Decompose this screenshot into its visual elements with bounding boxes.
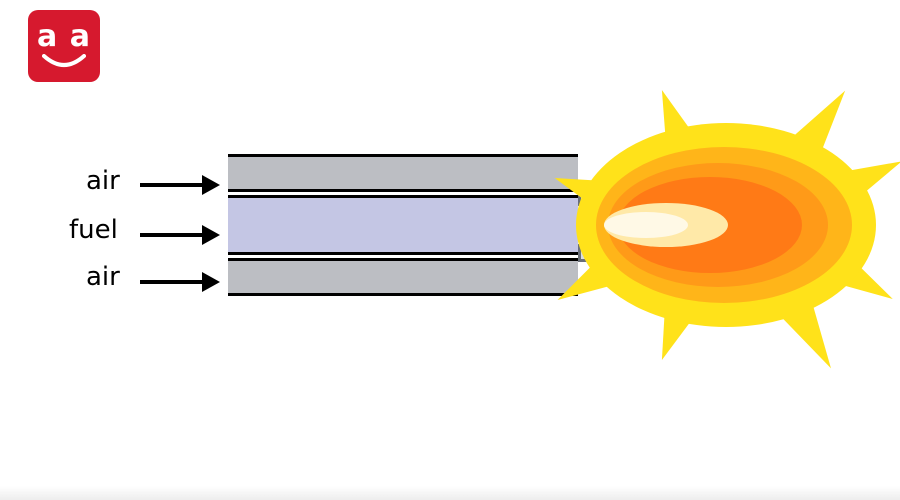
air-bot-channel [228, 258, 578, 296]
arrow-fuel [140, 225, 220, 245]
arrow-air-bot [140, 272, 220, 292]
fuel-channel [228, 195, 578, 255]
flame [606, 225, 607, 226]
flame-layer-core2 [604, 212, 688, 238]
edge-shadow [0, 486, 900, 500]
label-air-top: air [86, 166, 120, 196]
label-fuel: fuel [69, 215, 118, 245]
arrow-air-top [140, 175, 220, 195]
air-top-channel [228, 154, 578, 192]
diagram-stage: air fuel air [0, 0, 900, 500]
label-air-bot: air [86, 262, 120, 292]
